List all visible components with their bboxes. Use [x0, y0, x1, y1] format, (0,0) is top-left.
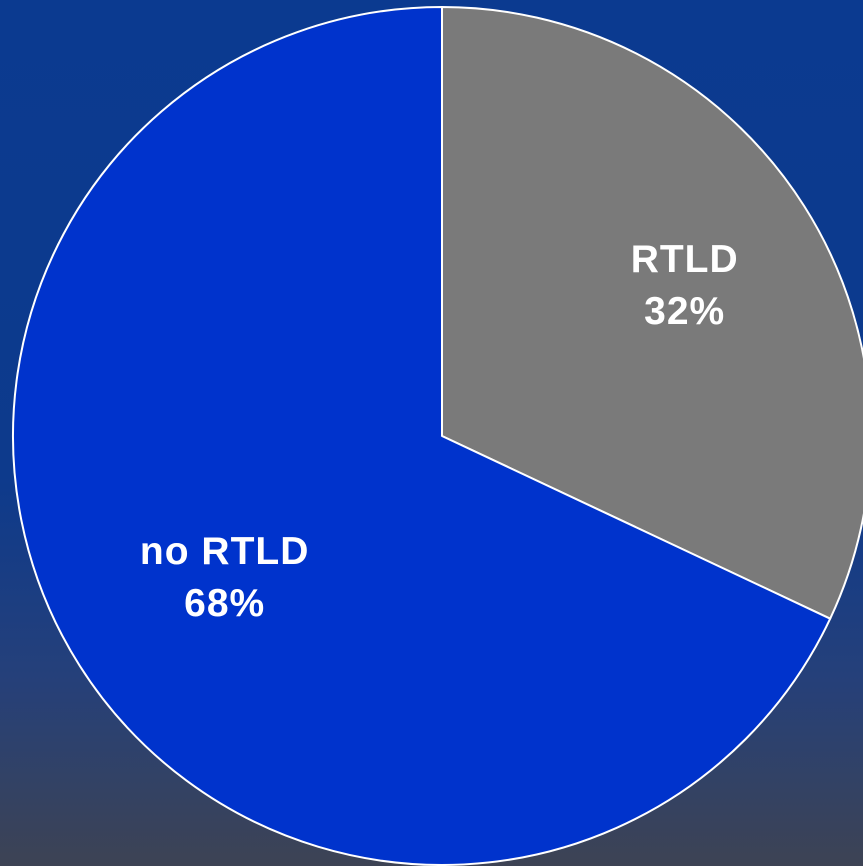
pie-slice-rtld: [441, 6, 863, 620]
slice-label-no-rtld: no RTLD: [140, 530, 309, 573]
pie-labels: RTLD 32% no RTLD 68%: [140, 238, 739, 625]
slice-value-rtld: 32%: [644, 290, 725, 333]
slice-value-no-rtld: 68%: [184, 582, 265, 625]
pie-slice-no-rtld: [12, 6, 832, 866]
slice-label-rtld: RTLD: [631, 238, 739, 281]
pie-slices: [12, 6, 863, 866]
